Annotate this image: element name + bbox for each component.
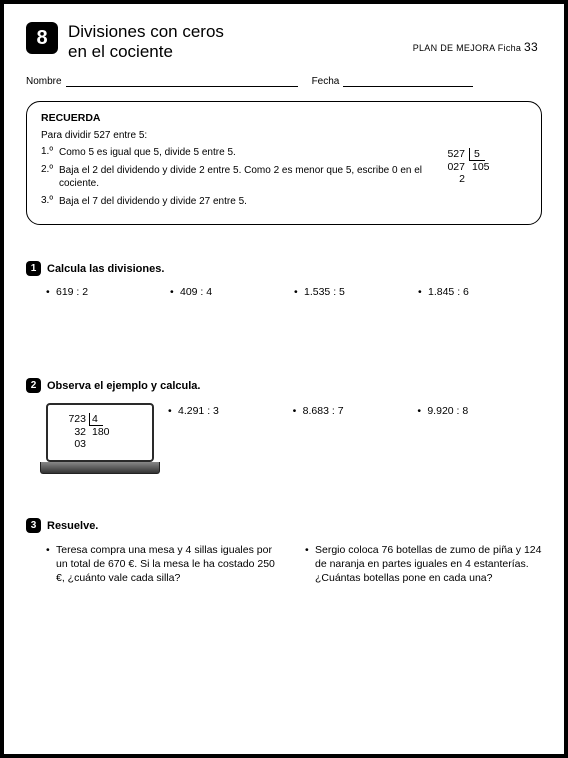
title-block: Divisiones con ceros en el cociente bbox=[68, 22, 413, 61]
exercise-2: 2 Observa el ejemplo y calcula. 723 4 32… bbox=[26, 378, 542, 474]
fecha-line[interactable] bbox=[343, 75, 473, 87]
plan-number: 33 bbox=[524, 40, 538, 54]
step-num: 1.º bbox=[41, 146, 59, 160]
ex-badge: 1 bbox=[26, 261, 41, 276]
step-num: 3.º bbox=[41, 195, 59, 209]
step-text: Baja el 2 del dividendo y divide 2 entre… bbox=[59, 164, 427, 191]
division-item: •409 : 4 bbox=[170, 286, 294, 298]
plan-label: PLAN DE MEJORA Ficha 33 bbox=[413, 40, 538, 54]
recuerda-box: RECUERDA Para dividir 527 entre 5: 1.º C… bbox=[26, 101, 542, 225]
recuerda-steps: 1.º Como 5 es igual que 5, divide 5 entr… bbox=[41, 146, 427, 212]
problem-text: Sergio coloca 76 botellas de zumo de piñ… bbox=[315, 543, 542, 586]
ex-title: Observa el ejemplo y calcula. bbox=[47, 380, 200, 392]
ex-quotient: 105 bbox=[472, 161, 490, 173]
step-text: Como 5 es igual que 5, divide 5 entre 5. bbox=[59, 146, 236, 160]
ex2-items: •4.291 : 3 •8.683 : 7 •9.920 : 8 bbox=[168, 403, 542, 417]
division-item: •4.291 : 3 bbox=[168, 405, 293, 417]
example-screen: 723 4 32 180 03 bbox=[46, 403, 154, 474]
unit-number-badge: 8 bbox=[26, 22, 58, 54]
ex3-problems: • Teresa compra una mesa y 4 sillas igua… bbox=[26, 543, 542, 586]
division-item: •1.845 : 6 bbox=[418, 286, 542, 298]
screen-partial: 32 bbox=[58, 426, 86, 438]
word-problem: • Sergio coloca 76 botellas de zumo de p… bbox=[305, 543, 542, 586]
title-line2: en el cociente bbox=[68, 42, 413, 62]
screen-base bbox=[40, 462, 160, 474]
fecha-field: Fecha bbox=[312, 75, 474, 87]
step: 2.º Baja el 2 del dividendo y divide 2 e… bbox=[41, 164, 427, 191]
ex1-items: •619 : 2 •409 : 4 •1.535 : 5 •1.845 : 6 bbox=[26, 286, 542, 298]
recuerda-example: 527 5 027 105 2 bbox=[427, 146, 527, 212]
division-item: •1.535 : 5 bbox=[294, 286, 418, 298]
ex-divisor: 5 bbox=[469, 148, 485, 161]
screen-remainder: 03 bbox=[58, 438, 86, 450]
recuerda-intro: Para dividir 527 entre 5: bbox=[41, 130, 527, 141]
problem-text: Teresa compra una mesa y 4 sillas iguale… bbox=[56, 543, 283, 586]
worksheet-header: 8 Divisiones con ceros en el cociente PL… bbox=[26, 22, 542, 61]
title-line1: Divisiones con ceros bbox=[68, 22, 413, 42]
step: 1.º Como 5 es igual que 5, divide 5 entr… bbox=[41, 146, 427, 160]
exercise-1: 1 Calcula las divisiones. •619 : 2 •409 … bbox=[26, 261, 542, 298]
step-num: 2.º bbox=[41, 164, 59, 191]
division-item: •9.920 : 8 bbox=[417, 405, 542, 417]
word-problem: • Teresa compra una mesa y 4 sillas igua… bbox=[46, 543, 283, 586]
ex-dividend: 527 bbox=[435, 148, 465, 161]
screen-divisor: 4 bbox=[89, 413, 103, 426]
ex-title: Calcula las divisiones. bbox=[47, 263, 164, 275]
division-item: •8.683 : 7 bbox=[293, 405, 418, 417]
ex-remainder: 2 bbox=[435, 173, 465, 185]
recuerda-title: RECUERDA bbox=[41, 112, 527, 124]
screen-quotient: 180 bbox=[92, 426, 110, 438]
plan-text: PLAN DE MEJORA Ficha bbox=[413, 43, 522, 53]
fecha-label: Fecha bbox=[312, 76, 340, 87]
nombre-line[interactable] bbox=[66, 75, 298, 87]
ex-badge: 2 bbox=[26, 378, 41, 393]
nombre-field: Nombre bbox=[26, 75, 298, 87]
name-date-fields: Nombre Fecha bbox=[26, 75, 542, 87]
ex-partial: 027 bbox=[435, 161, 465, 173]
ex-title: Resuelve. bbox=[47, 520, 98, 532]
screen-dividend: 723 bbox=[58, 413, 86, 426]
nombre-label: Nombre bbox=[26, 76, 62, 87]
step: 3.º Baja el 7 del dividendo y divide 27 … bbox=[41, 195, 427, 209]
exercise-3: 3 Resuelve. • Teresa compra una mesa y 4… bbox=[26, 518, 542, 586]
division-item: •619 : 2 bbox=[46, 286, 170, 298]
ex-badge: 3 bbox=[26, 518, 41, 533]
step-text: Baja el 7 del dividendo y divide 27 entr… bbox=[59, 195, 247, 209]
